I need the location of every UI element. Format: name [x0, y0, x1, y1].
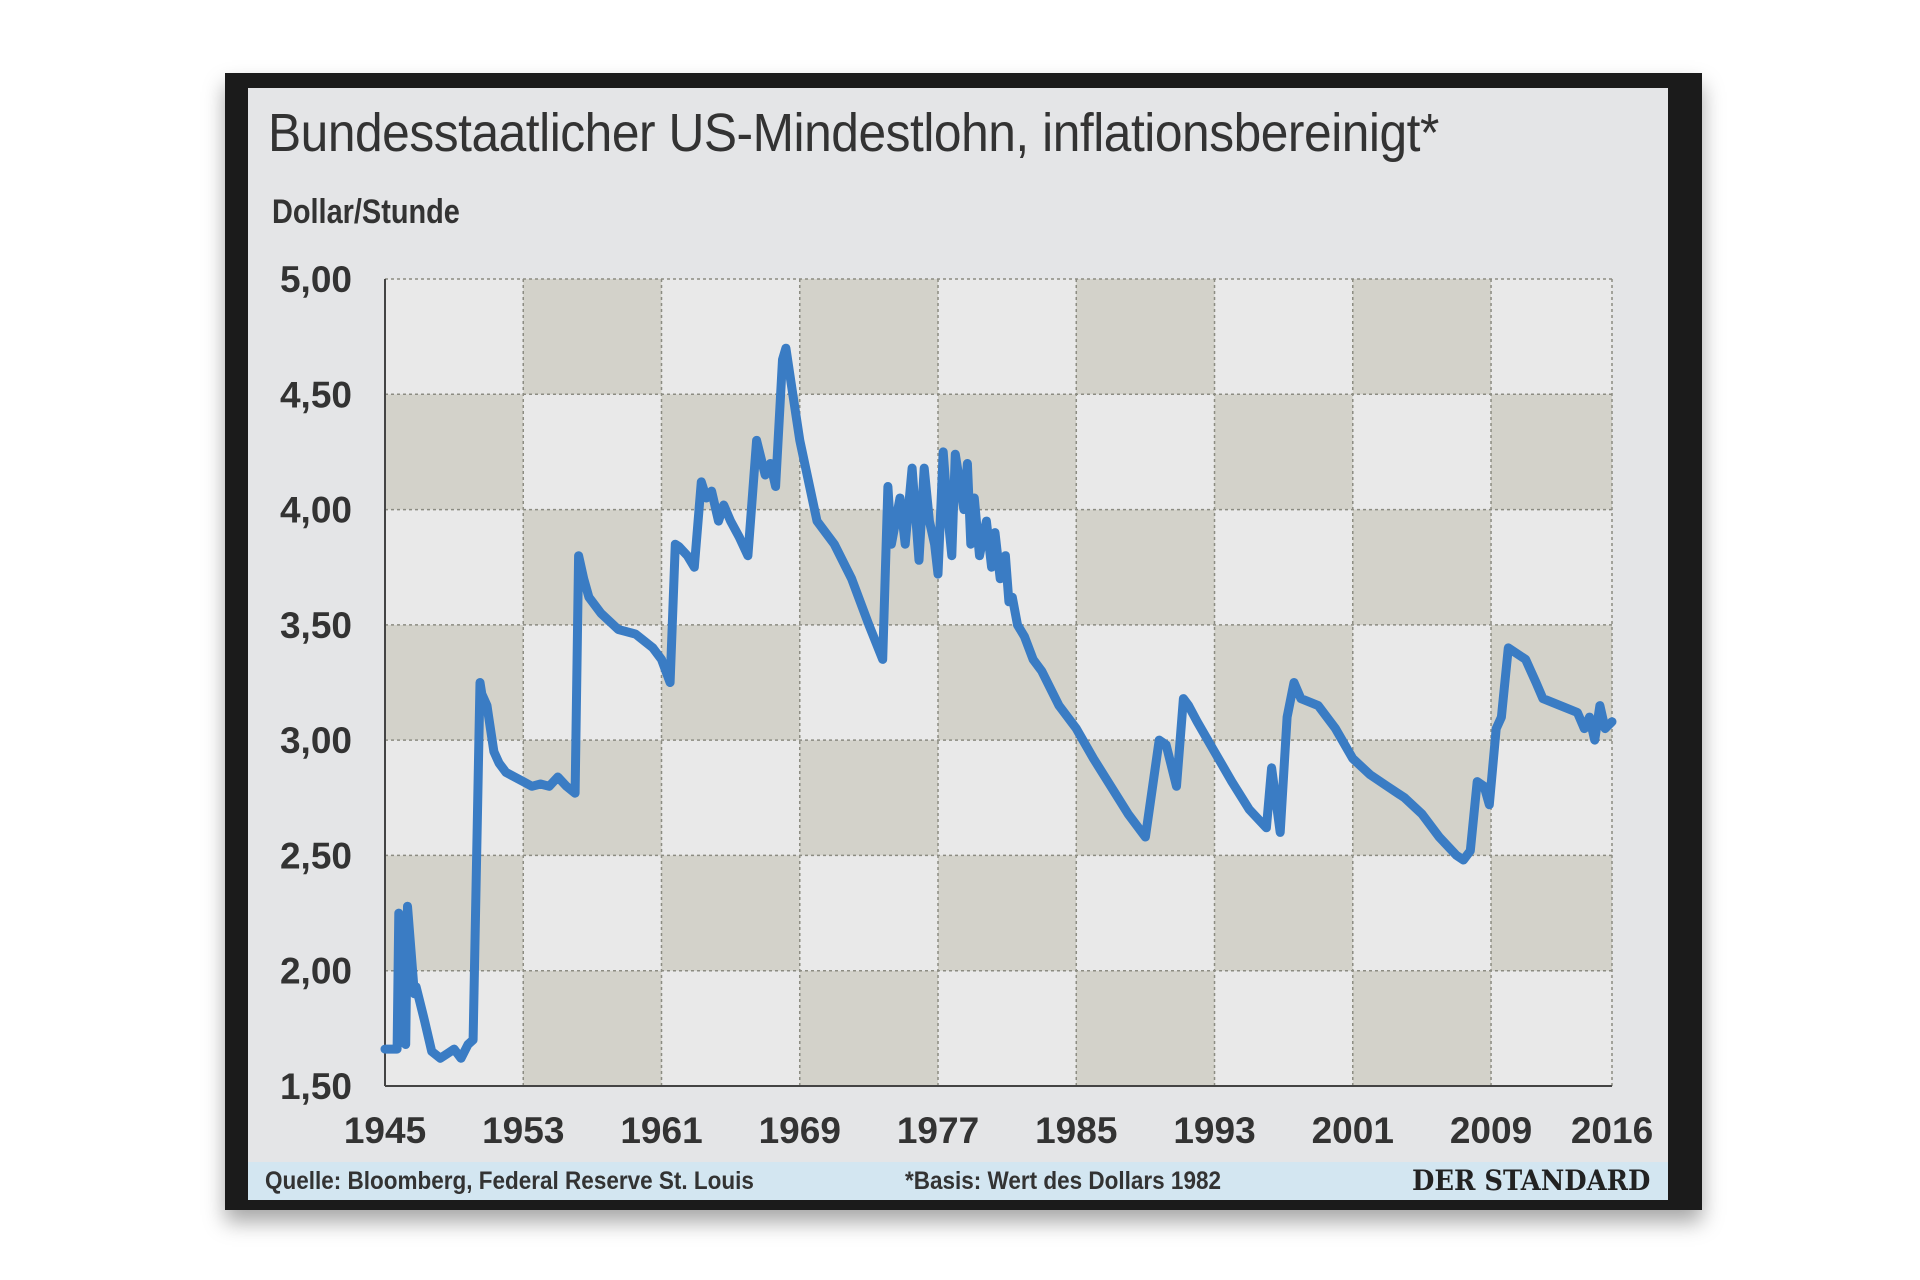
grid-cell: [799, 970, 939, 1086]
grid-cell: [1214, 394, 1353, 510]
grid-cell: [1076, 624, 1215, 741]
x-tick-label: 1961: [620, 1110, 702, 1151]
grid-cell: [938, 855, 1077, 971]
grid-cell: [1491, 740, 1612, 856]
x-tick-label: 1953: [482, 1110, 564, 1151]
grid-cell: [523, 624, 662, 741]
series-line: [380, 343, 1617, 1063]
grid-cell: [1352, 394, 1492, 510]
grid-cell: [1352, 855, 1492, 971]
grid-cell: [661, 855, 800, 971]
x-tick-label: 2016: [1571, 1110, 1653, 1151]
grid-cell: [1076, 970, 1215, 1086]
y-tick-label: 5,00: [280, 259, 352, 300]
grid-cell: [938, 970, 1077, 1086]
y-tick-label: 1,50: [280, 1066, 352, 1107]
grid-cell: [523, 855, 662, 971]
grid-cell: [1076, 509, 1215, 625]
x-tick-label: 1945: [344, 1110, 426, 1151]
grid-cell: [661, 970, 800, 1086]
grid-cell: [1076, 279, 1215, 395]
grid-cell: [523, 279, 662, 395]
y-tick-label: 4,00: [280, 490, 352, 531]
grid-cell: [661, 279, 800, 395]
grid-cell: [523, 394, 662, 510]
y-tick-label: 2,00: [280, 951, 352, 992]
y-axis-unit-label: Dollar/Stunde: [272, 193, 460, 231]
x-tick-label: 1977: [897, 1110, 979, 1151]
y-tick-label: 4,50: [280, 374, 352, 415]
grid-cell: [385, 279, 524, 395]
grid-cell: [1352, 970, 1492, 1086]
grid-cell: [385, 740, 524, 856]
basis-footnote: *Basis: Wert des Dollars 1982: [905, 1167, 1221, 1195]
grid-cell: [1214, 970, 1353, 1086]
grid-cell: [1076, 855, 1215, 971]
grid-cell: [938, 740, 1077, 856]
grid-cell: [1214, 279, 1353, 395]
grid-cell: [1214, 509, 1353, 625]
y-tick-label: 3,50: [280, 605, 352, 646]
grid-cell: [1352, 624, 1492, 741]
x-tick-label: 2001: [1312, 1110, 1394, 1151]
footer-bar: [248, 1162, 1668, 1200]
grid-cell: [1491, 970, 1612, 1086]
grid-cell: [938, 279, 1077, 395]
x-tick-label: 2009: [1450, 1110, 1532, 1151]
publisher-logo: DER STANDARD: [1412, 1164, 1651, 1197]
grid-cell: [523, 970, 662, 1086]
grid-cell: [1214, 855, 1353, 971]
source-note: Quelle: Bloomberg, Federal Reserve St. L…: [265, 1167, 754, 1195]
grid-cell: [1491, 855, 1612, 971]
x-tick-label: 1993: [1173, 1110, 1255, 1151]
y-tick-label: 3,00: [280, 720, 352, 761]
chart-title: Bundesstaatlicher US-Mindestlohn, inflat…: [268, 103, 1439, 163]
grid-cell: [385, 394, 524, 510]
grid-cell: [799, 279, 939, 395]
grid-cell: [1352, 509, 1492, 625]
grid-cell: [799, 740, 939, 856]
x-tick-label: 1969: [759, 1110, 841, 1151]
grid-cell: [661, 740, 800, 856]
x-tick-label: 1985: [1035, 1110, 1117, 1151]
grid-cell: [938, 624, 1077, 741]
grid-cell: [1491, 279, 1612, 395]
grid-cell: [385, 509, 524, 625]
grid-cell: [1352, 279, 1492, 395]
grid-cell: [385, 624, 524, 741]
grid-cell: [1076, 394, 1215, 510]
grid-cell: [661, 624, 800, 741]
grid-cell: [1491, 394, 1612, 510]
grid-cell: [1491, 509, 1612, 625]
grid-cell: [523, 740, 662, 856]
grid-cell: [799, 624, 939, 741]
y-tick-label: 2,50: [280, 835, 352, 876]
grid-cell: [799, 855, 939, 971]
